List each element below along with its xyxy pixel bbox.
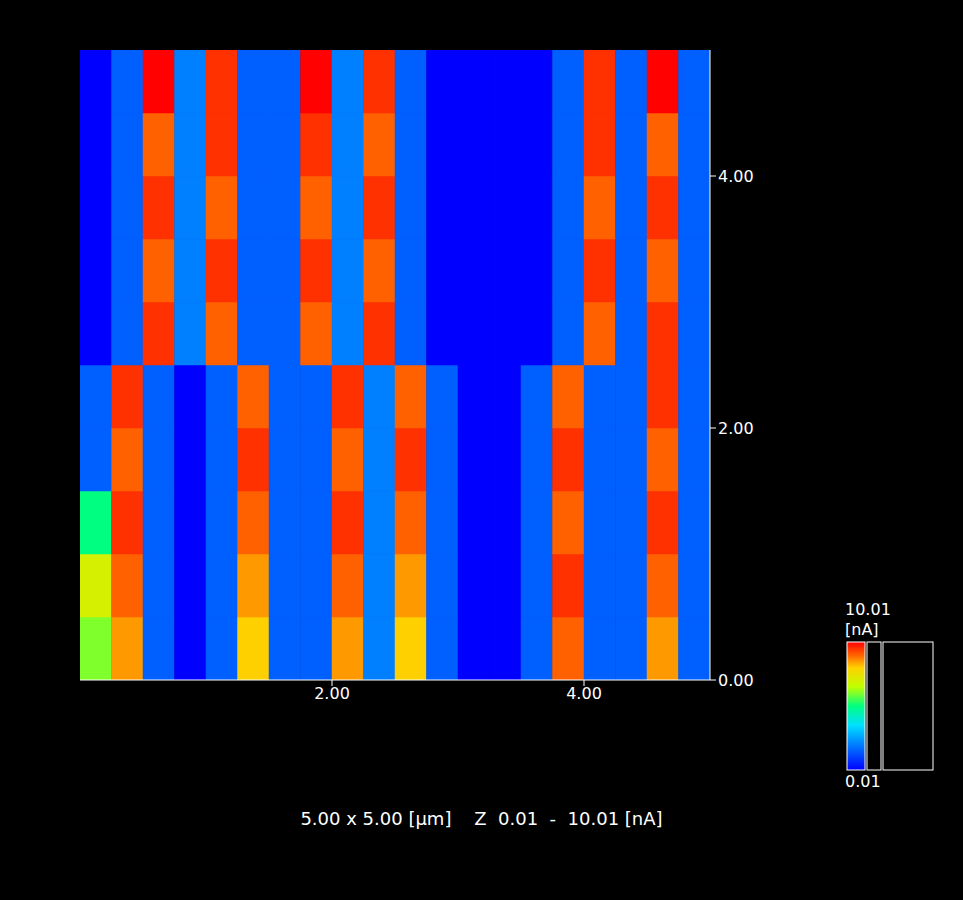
html-text:5.00 x 5.00 [µm] Z 0.01 - 10.0: 5.00 x 5.00 [µm] Z 0.01 - 10.01 [nA]: [300, 808, 663, 829]
html-text:10.01: 10.01: [845, 600, 891, 619]
html-text:[nA]: [nA]: [845, 620, 879, 639]
svg-text:4.00: 4.00: [718, 167, 754, 186]
svg-text:0.00: 0.00: [718, 671, 754, 690]
svg-text:4.00: 4.00: [566, 684, 602, 703]
html-text:0.01: 0.01: [845, 772, 881, 791]
svg-text:2.00: 2.00: [314, 684, 350, 703]
svg-text:2.00: 2.00: [718, 419, 754, 438]
